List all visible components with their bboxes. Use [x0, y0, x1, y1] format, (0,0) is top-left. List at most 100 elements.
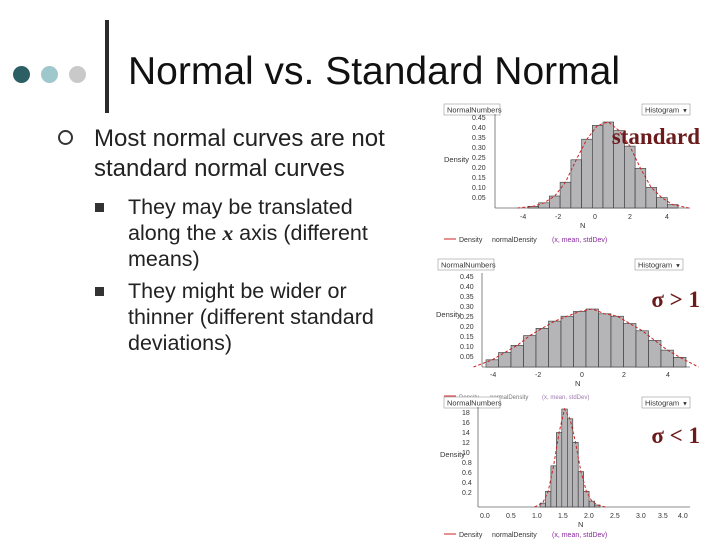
y-tick-label: 0.45 [460, 274, 474, 281]
y-tick-label: 0.20 [472, 165, 486, 172]
histogram-panel-narrow: NormalNumbers Histogram ▼ 18 16 14 12 10… [430, 393, 710, 539]
x-axis-label: N [578, 520, 583, 529]
y-tick-label: 0.20 [460, 324, 474, 331]
variable-label: NormalNumbers [447, 399, 502, 408]
bullet-text: Most normal curves are not standard norm… [94, 125, 385, 182]
bullet-item: Most normal curves are not standard norm… [58, 124, 398, 184]
y-axis-label: Density [436, 310, 461, 319]
hollow-circle-icon [58, 130, 73, 145]
y-tick-label: 0.15 [472, 175, 486, 182]
legend-args: (x, mean, stdDev) [552, 237, 607, 244]
y-tick-label: 0.8 [462, 460, 472, 467]
x-tick-label: 1.5 [558, 513, 568, 520]
histogram-menu-label: Histogram [645, 106, 679, 115]
histogram-bar [561, 408, 568, 508]
decor-dot-mid [41, 66, 58, 83]
legend-args: (x, mean, stdDev) [552, 532, 607, 539]
x-tick-label: 4.0 [678, 513, 688, 520]
x-tick-label: 0.0 [480, 513, 490, 520]
y-tick-label: 0.6 [462, 470, 472, 477]
histogram-menu[interactable] [634, 258, 684, 271]
panel-caption: σ < 1 [651, 423, 700, 448]
histogram-bar [588, 500, 595, 508]
legend-function: normalDensity [492, 237, 537, 244]
histogram-bar [485, 359, 499, 368]
y-tick-labels: 18 16 14 12 10 0.8 0.6 0.4 0.2 [462, 410, 472, 497]
y-tick-label: 0.25 [472, 155, 486, 162]
histogram-bar [567, 418, 574, 508]
y-tick-label: 10 [462, 450, 470, 457]
x-tick-label: 2 [622, 372, 626, 379]
y-tick-label: 0.05 [460, 354, 474, 361]
x-axis-label: N [575, 379, 580, 388]
x-tick-label: 0.5 [506, 513, 516, 520]
square-bullet-icon [95, 287, 104, 296]
sub-bullet-text-post: axis (different means) [128, 221, 368, 271]
square-bullet-icon [95, 203, 104, 212]
y-tick-label: 12 [462, 440, 470, 447]
y-tick-label: 16 [462, 420, 470, 427]
histogram-bar [673, 357, 687, 368]
histogram-bar [610, 315, 624, 368]
y-tick-labels: 0.45 0.40 0.35 0.30 0.25 0.20 0.15 0.10 … [472, 115, 486, 202]
x-tick-label: 4 [665, 214, 669, 221]
histogram-bar [645, 187, 657, 209]
sub-bullet-text-pre: They may be translated along the [128, 195, 353, 245]
x-tick-label: 0 [593, 214, 597, 221]
legend-label: Density [459, 532, 483, 539]
variable-label: NormalNumbers [441, 261, 496, 270]
x-tick-label: 1.0 [532, 513, 542, 520]
y-tick-label: 0.40 [472, 125, 486, 132]
dropdown-arrow-icon: ▼ [675, 264, 681, 270]
y-tick-label: 0.2 [462, 490, 472, 497]
histogram-panel-wide: NormalNumbers Histogram ▼ 0.45 0.40 0.35… [430, 255, 710, 401]
sub-bullet-item: They might be wider or thinner (differen… [58, 278, 398, 356]
density-curve [517, 121, 689, 209]
histogram-menu-label: Histogram [645, 399, 679, 408]
density-curve [534, 407, 606, 508]
histogram-svg: NormalNumbers Histogram ▼ 0.45 0.40 0.35… [443, 103, 691, 244]
x-axis-label: N [580, 221, 585, 230]
y-tick-label: 0.45 [472, 115, 486, 122]
histogram-bar [545, 491, 552, 508]
histogram-bar [548, 320, 562, 368]
y-tick-label: 0.30 [460, 304, 474, 311]
variable-box [443, 103, 501, 116]
density-curve [473, 308, 699, 368]
histogram-bar [623, 323, 637, 368]
histogram-bar [648, 340, 662, 368]
x-tick-label: 2.0 [584, 513, 594, 520]
x-tick-label: -2 [535, 372, 541, 379]
histogram-menu[interactable] [641, 103, 691, 116]
histogram-svg: NormalNumbers Histogram ▼ 0.45 0.40 0.35… [436, 258, 699, 401]
sub-bullet-text: They might be wider or thinner (differen… [128, 279, 374, 355]
histogram-bar [560, 315, 574, 368]
histogram-bars [485, 308, 687, 368]
y-tick-label: 0.40 [460, 284, 474, 291]
y-axis-label: Density [440, 450, 465, 459]
y-tick-label: 0.25 [460, 314, 474, 321]
x-tick-label: -2 [555, 214, 561, 221]
histogram-bar [549, 195, 561, 209]
y-tick-label: 18 [462, 410, 470, 417]
title-divider [105, 20, 109, 113]
x-tick-label: 2 [628, 214, 632, 221]
histogram-bar [570, 159, 582, 209]
x-tick-label: 3.0 [636, 513, 646, 520]
panel-caption: σ > 1 [651, 287, 700, 312]
histogram-bar [523, 335, 537, 368]
decor-dot-dark [13, 66, 30, 83]
x-tick-label: 0 [580, 372, 584, 379]
histogram-bars [539, 408, 601, 508]
y-tick-label: 14 [462, 430, 470, 437]
histogram-bar [510, 345, 524, 368]
y-tick-label: 0.4 [462, 480, 472, 487]
y-tick-label: 0.10 [472, 185, 486, 192]
histogram-menu-label: Histogram [638, 261, 672, 270]
histogram-bar [598, 313, 612, 368]
histogram-bar [585, 308, 599, 368]
y-tick-label: 0.10 [460, 344, 474, 351]
decor-dot-light [69, 66, 86, 83]
y-tick-label: 0.35 [460, 294, 474, 301]
histogram-menu[interactable] [641, 396, 691, 409]
